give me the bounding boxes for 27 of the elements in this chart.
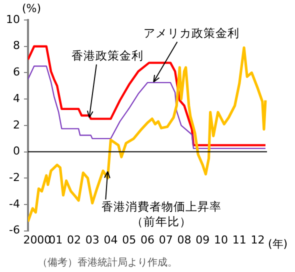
x-tick-label: 09	[196, 233, 210, 246]
y-tick-label: 6	[12, 66, 20, 79]
x-tick-label: 05	[122, 233, 136, 246]
y-tick-label: -2	[9, 170, 20, 184]
y-tick-label: 8	[12, 39, 20, 52]
y-tick-label: 2	[12, 118, 20, 132]
y-tick-label: 4	[12, 92, 20, 105]
annotation: 香港政策金利	[71, 48, 144, 62]
x-tick-label: 08	[177, 233, 192, 246]
x-tick-label: 06	[140, 233, 154, 246]
x-axis-title: (年)	[268, 238, 288, 251]
x-tick-label: 02	[66, 233, 81, 246]
x-tick-label: 10	[214, 233, 228, 246]
x-tick-label: 11	[232, 233, 246, 246]
y-tick-label: 0	[12, 144, 20, 158]
annotation: 香港消費者物価上昇率（前年比）	[102, 199, 222, 228]
text: （備考）香港統計局より作成。	[38, 256, 178, 269]
x-tick-label: 2000	[23, 233, 52, 246]
y-tick-label: -6	[9, 224, 20, 237]
y-tick-label: -4	[9, 197, 20, 210]
x-tick-label: 12	[250, 233, 265, 246]
y-tick-label: 10	[6, 12, 20, 26]
y-axis-title: (%)	[22, 2, 42, 15]
x-tick-label: 03	[85, 233, 100, 246]
x-tick-label: 07	[158, 233, 173, 246]
x-tick-label: 04	[104, 233, 118, 246]
annotation: アメリカ政策金利	[144, 26, 240, 40]
